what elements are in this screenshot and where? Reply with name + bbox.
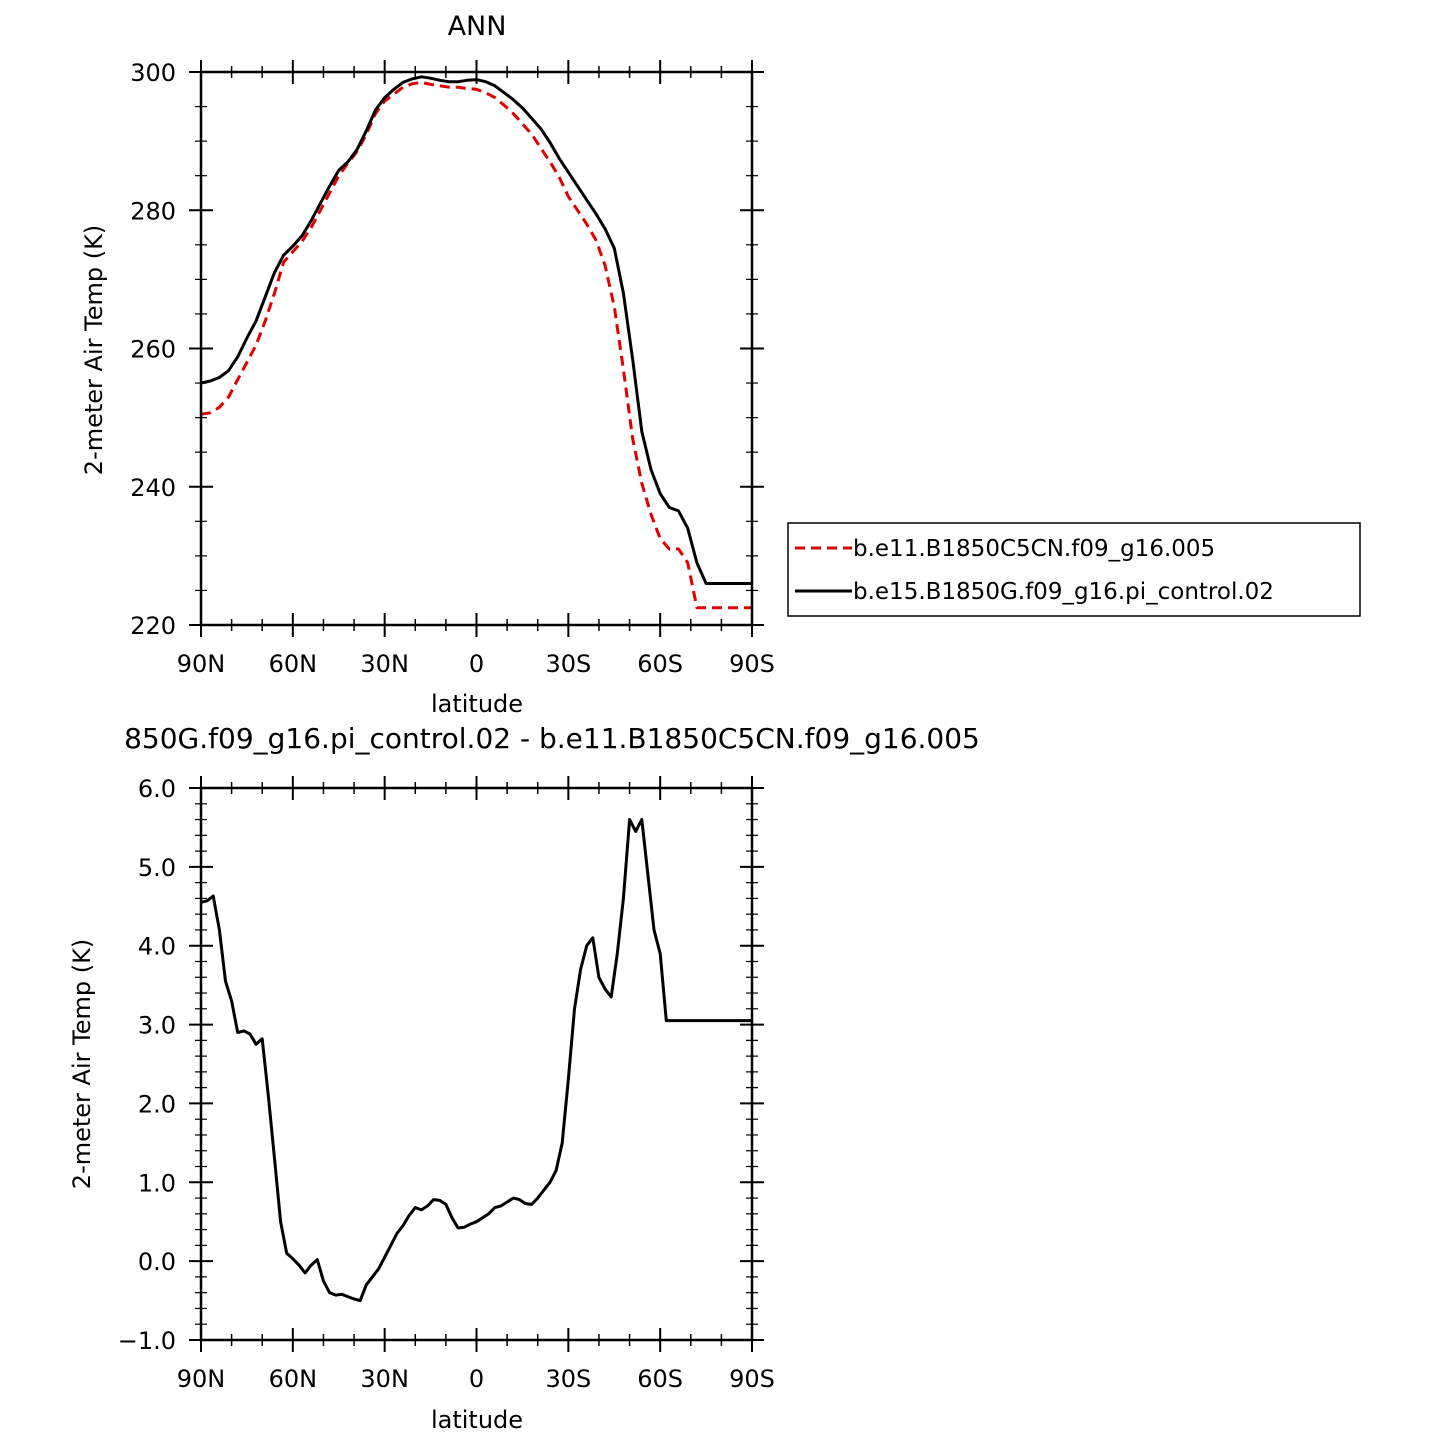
y-tick-label: −1.0 (118, 1327, 176, 1355)
x-tick-label: 60N (269, 650, 318, 678)
top-panel: ANN 90N 60N 30N 0 30S 60S 90S 220 240 260 280 300 l… (80, 11, 775, 718)
x-tick-label: 60S (637, 650, 683, 678)
y-tick-label: 2.0 (138, 1090, 176, 1118)
chart-title: 850G.f09_g16.pi_control.02 - b.e11.B1850… (124, 722, 980, 755)
x-tick-label: 90S (729, 1365, 775, 1393)
legend-label-series-1: b.e11.B1850C5CN.f09_g16.005 (853, 536, 1215, 562)
x-tick-label: 30S (545, 650, 591, 678)
x-axis-label: latitude (431, 690, 523, 718)
y-axis-label: 2-meter Air Temp (K) (68, 939, 96, 1189)
chart-title: ANN (448, 11, 507, 42)
series-line-1 (200, 818, 752, 1303)
x-tick-label: 0 (469, 1365, 484, 1393)
y-tick-label: 5.0 (138, 854, 176, 882)
x-axis-label: latitude (431, 1406, 523, 1434)
bottom-panel: 850G.f09_g16.pi_control.02 - b.e11.B1850… (68, 722, 980, 1434)
y-tick-label: 260 (130, 336, 176, 364)
y-tick-label: 6.0 (138, 775, 176, 803)
y-tick-label: 240 (130, 474, 176, 502)
legend-box (787, 522, 1361, 617)
axis-ticks: 90N 60N 30N 0 30S 60S 90S −1.0 0.0 1.0 2.0 3.0 4.0 5.… (118, 775, 775, 1393)
x-tick-label: 30S (545, 1365, 591, 1393)
axis-ticks: 90N 60N 30N 0 30S 60S 90S 220 240 260 280 300 (130, 59, 775, 678)
x-tick-label: 90S (729, 650, 775, 678)
y-axis-label: 2-meter Air Temp (K) (80, 225, 108, 475)
plot-frame (199, 70, 754, 627)
legend: b.e11.B1850C5CN.f09_g16.005 b.e15.B1850G… (787, 522, 1361, 617)
x-tick-label: 60N (269, 1365, 318, 1393)
x-tick-label: 90N (177, 650, 226, 678)
plot-frame (199, 786, 754, 1342)
x-tick-label: 60S (637, 1365, 683, 1393)
x-tick-label: 90N (177, 1365, 226, 1393)
y-tick-label: 220 (130, 612, 176, 640)
legend-label-series-2: b.e15.B1850G.f09_g16.pi_control.02 (853, 579, 1274, 605)
y-tick-label: 4.0 (138, 933, 176, 961)
y-tick-label: 0.0 (138, 1248, 176, 1276)
plot-area (200, 818, 752, 1303)
y-tick-label: 280 (130, 197, 176, 225)
y-tick-label: 1.0 (138, 1169, 176, 1197)
series-line-1 (200, 80, 752, 610)
plot-area (200, 75, 752, 610)
x-tick-label: 0 (469, 650, 484, 678)
y-tick-label: 300 (130, 59, 176, 87)
series-line-2 (200, 75, 752, 585)
x-tick-label: 30N (360, 650, 409, 678)
y-tick-label: 3.0 (138, 1012, 176, 1040)
x-tick-label: 30N (360, 1365, 409, 1393)
